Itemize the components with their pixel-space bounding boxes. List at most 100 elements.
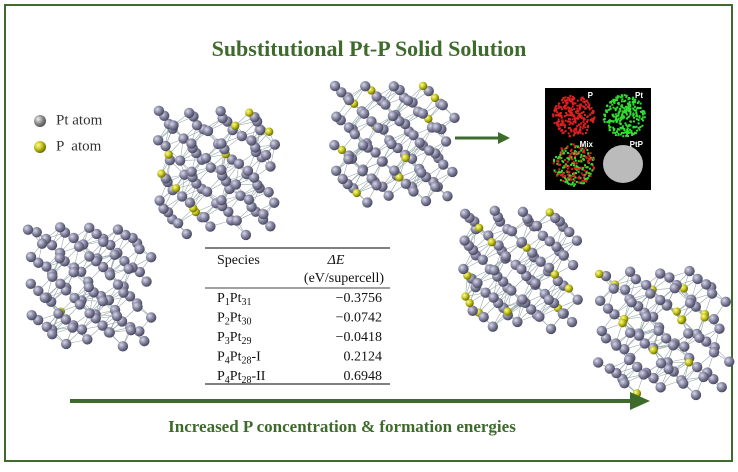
atom: [685, 298, 695, 308]
micro-dot: [554, 107, 556, 109]
micro-dot: [627, 132, 629, 134]
micro-dot: [577, 177, 579, 179]
atom: [132, 301, 142, 311]
micro-dot: [609, 129, 611, 131]
micro-dot: [560, 151, 562, 153]
subscript: 31: [241, 297, 251, 308]
micro-dot: [568, 165, 570, 167]
atom: [47, 329, 57, 339]
micro-label: PtP: [630, 140, 644, 149]
atom: [572, 236, 582, 246]
micro-dot: [625, 124, 627, 126]
atom: [199, 212, 209, 222]
atom: [84, 251, 94, 261]
atom: [68, 233, 78, 243]
atom: [416, 167, 426, 177]
atom: [679, 341, 689, 351]
micro-dot: [572, 182, 574, 184]
atom: [69, 267, 79, 277]
title: Substitutional Pt-P Solid Solution: [212, 36, 527, 61]
micro-dot: [556, 175, 558, 177]
micro-dot: [575, 132, 577, 134]
micro-dot: [588, 175, 590, 177]
atom: [343, 154, 353, 164]
micro-dot: [584, 164, 586, 166]
micro-dot: [580, 99, 582, 101]
micro-dot: [606, 105, 608, 107]
micro-dot: [557, 157, 559, 159]
micro-dot: [572, 175, 574, 177]
micro-dot: [589, 114, 591, 116]
atom: [360, 81, 370, 91]
atom: [701, 279, 711, 289]
micro-dot: [623, 115, 625, 117]
atom: [216, 138, 226, 148]
micro-dot: [578, 114, 580, 116]
micro-dot: [588, 103, 590, 105]
micro-dot: [572, 103, 574, 105]
micro-dot: [628, 116, 630, 118]
micro-dot: [559, 164, 561, 166]
atom: [146, 312, 156, 322]
caption: Increased P concentration & formation en…: [168, 417, 516, 436]
micro-dot: [637, 102, 639, 104]
micro-dot: [580, 154, 582, 156]
atom: [98, 237, 108, 247]
micro-dot: [613, 129, 615, 131]
micro-dot: [558, 168, 560, 170]
micro-dot: [583, 117, 585, 119]
atom: [645, 288, 655, 298]
micro-dot: [555, 114, 557, 116]
atom: [331, 112, 341, 122]
energy: −0.3756: [336, 291, 382, 306]
atom: [709, 347, 719, 357]
micro-dot: [557, 160, 559, 162]
micro-dot: [629, 110, 631, 112]
micro-dot: [574, 120, 576, 122]
atom: [572, 294, 582, 304]
micro-dot: [620, 133, 622, 135]
micro-dot: [625, 108, 627, 110]
atom: [430, 181, 440, 191]
atom: [173, 218, 183, 228]
micro-dot: [570, 122, 572, 124]
micro-dot: [616, 115, 618, 117]
atom: [389, 165, 399, 175]
atom: [265, 221, 275, 231]
micro-dot: [564, 159, 566, 161]
micro-dot: [621, 105, 623, 107]
micro-dot: [587, 177, 589, 179]
micro-dot: [583, 121, 585, 123]
atom: [438, 159, 448, 169]
atom: [438, 100, 448, 110]
micro-dot: [578, 171, 580, 173]
micro-dot: [636, 130, 638, 132]
atom: [331, 166, 341, 176]
micro-dot: [555, 156, 557, 158]
micro-dot: [561, 124, 563, 126]
atom: [684, 266, 694, 276]
micro-dot: [644, 116, 646, 118]
micro-dot: [584, 126, 586, 128]
micro-dot: [625, 112, 627, 114]
atom: [84, 282, 94, 292]
atom: [118, 341, 128, 351]
micro-dot: [582, 158, 584, 160]
atom: [359, 109, 369, 119]
atom: [23, 224, 33, 234]
micro-dot: [614, 108, 616, 110]
atom: [488, 238, 496, 246]
micro-dot: [633, 117, 635, 119]
micro-dot: [580, 149, 582, 151]
micro-dot: [578, 181, 580, 183]
micro-dot: [562, 98, 564, 100]
micro-dot: [623, 129, 625, 131]
micro-dot: [589, 168, 591, 170]
micro-dot: [567, 168, 569, 170]
atom: [26, 252, 36, 262]
micro-dot: [558, 102, 560, 104]
micro-dot: [571, 158, 573, 160]
subscript: 30: [241, 317, 251, 328]
micro-dot: [565, 105, 567, 107]
micro-dot: [569, 135, 571, 137]
